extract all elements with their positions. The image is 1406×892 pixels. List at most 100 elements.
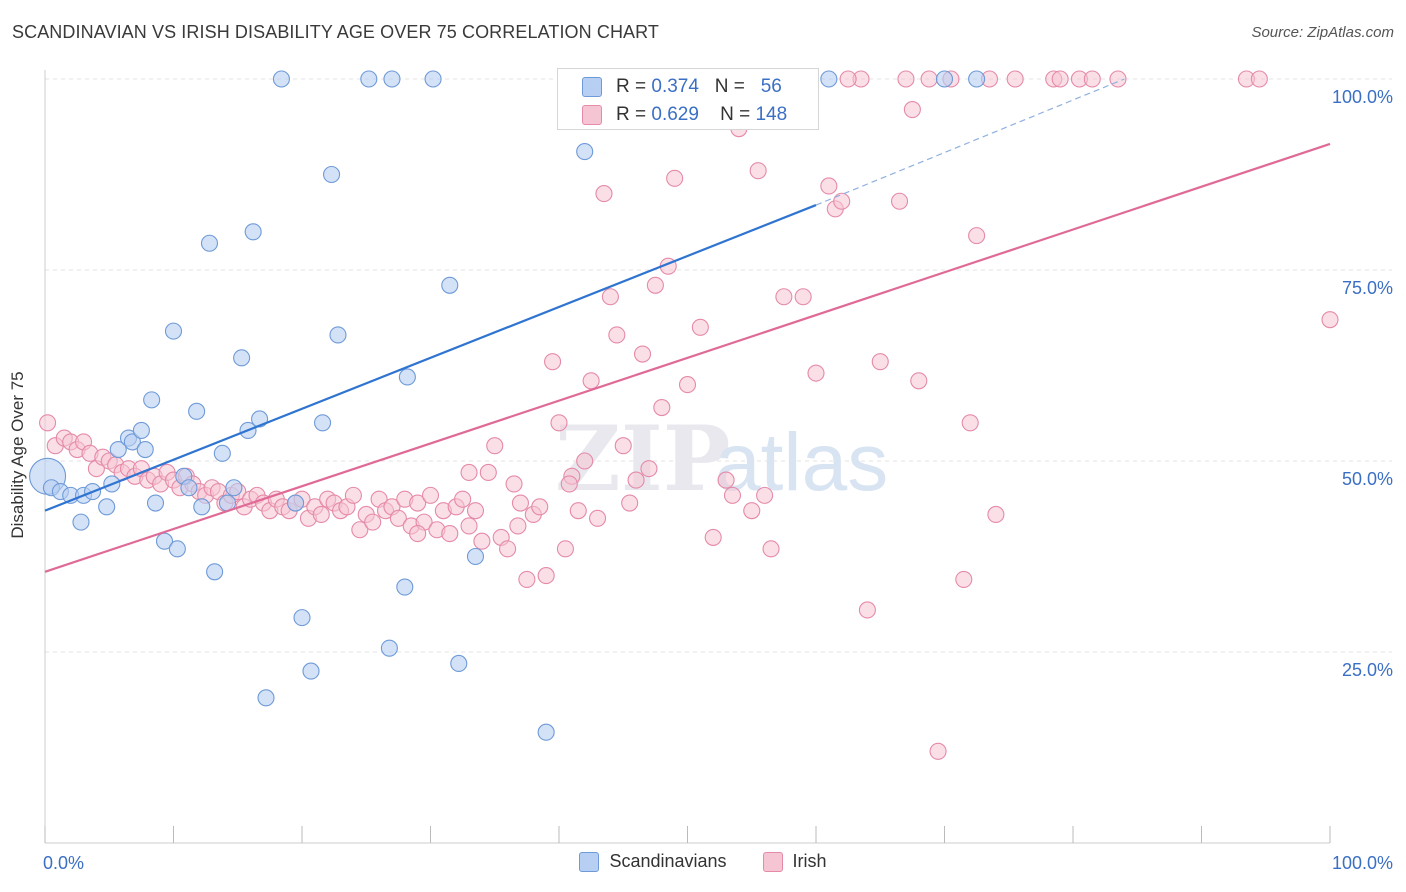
irish-point [344, 486, 362, 504]
scandinavian-point [188, 402, 206, 420]
y-tick-label: 75.0% [1342, 278, 1393, 298]
irish-point [858, 601, 876, 619]
irish-point [560, 475, 578, 493]
irish-point [454, 490, 472, 508]
irish-point [961, 414, 979, 432]
blue-swatch [579, 851, 600, 872]
scandinavian-point [537, 723, 555, 741]
irish-point [820, 177, 838, 195]
scandinavian-point [820, 70, 838, 88]
irish-point [717, 471, 735, 489]
scandinavian-point [132, 421, 150, 439]
scandinavian-point [180, 479, 198, 497]
chart-title: SCANDINAVIAN VS IRISH DISABILITY AGE OVE… [12, 22, 660, 42]
irish-point [839, 70, 857, 88]
irish-trend-line [44, 142, 1331, 573]
irish-point [312, 505, 330, 524]
irish-point [678, 376, 697, 394]
irish-point [775, 288, 793, 306]
irish-point [968, 227, 986, 245]
chart-source: Source: ZipAtlas.com [1251, 24, 1394, 41]
legend-item-scandinavians[interactable]: Scandinavians [579, 851, 727, 872]
irish-point [509, 517, 527, 535]
scandinavian-point [155, 532, 174, 550]
irish-point [479, 463, 497, 482]
irish-point [666, 169, 684, 187]
scandinavian-point [396, 578, 414, 596]
scandinavian-point [360, 70, 378, 88]
irish-point [39, 414, 57, 432]
irish-point [646, 276, 664, 294]
irish-point [486, 437, 504, 455]
irish-point [550, 414, 568, 432]
scandinavian-point [109, 440, 127, 459]
irish-point [1321, 311, 1339, 329]
irish-point [987, 505, 1005, 524]
irish-point [441, 525, 459, 543]
scandinavian-point [935, 70, 954, 88]
scandinavian-point [302, 662, 320, 680]
irish-point [421, 486, 440, 504]
irish-point [608, 326, 626, 344]
irish-point [576, 452, 594, 470]
scandinavian-point [383, 70, 401, 88]
scandinavian-point [424, 70, 442, 88]
irish-point [473, 532, 491, 550]
r-value-irish: 0.629 [651, 104, 699, 125]
y-tick-label: 100.0% [1332, 87, 1393, 107]
scandinavian-point [380, 639, 398, 657]
scandinavian-point [206, 563, 224, 581]
irish-point [871, 353, 889, 371]
scandinavian-point [314, 414, 332, 432]
irish-point [518, 570, 536, 588]
irish-point [640, 460, 658, 478]
irish-point [409, 494, 427, 512]
scandinavian-point [466, 547, 485, 566]
scandinavian-point [123, 433, 141, 451]
scandinavian-point [398, 368, 416, 386]
scandinavian-points [29, 70, 986, 741]
scandinavian-point [233, 349, 251, 367]
irish-point [1051, 70, 1069, 88]
irish-point [466, 502, 485, 520]
scandinavian-point [244, 223, 262, 241]
scandinavian-point [450, 654, 468, 673]
irish-point [511, 494, 530, 512]
scandinavian-point [168, 540, 186, 558]
irish-point [614, 437, 632, 455]
y-axis-label: Disability Age Over 75 [8, 371, 27, 539]
scandinavian-point [143, 391, 161, 409]
irish-point [633, 345, 652, 363]
irish-point [601, 288, 619, 306]
scandinavian-point [193, 498, 211, 516]
scandinavian-point [329, 326, 347, 344]
irish-point [556, 540, 574, 558]
scandinavian-point [225, 479, 243, 497]
watermark-atlas: atlas [715, 417, 888, 508]
legend-label-scandinavians: Scandinavians [609, 851, 727, 871]
irish-point [460, 517, 478, 535]
irish-point [910, 372, 928, 390]
scandinavian-point [213, 444, 231, 462]
tick-labels: 25.0% 50.0% 75.0% 100.0% 0.0% 100.0% [43, 87, 1393, 873]
irish-point [1083, 70, 1101, 88]
irish-point [409, 525, 427, 543]
scandinavian-point [287, 494, 305, 512]
irish-point [723, 486, 742, 504]
irish-point [955, 570, 973, 588]
x-tick-label: 0.0% [43, 853, 84, 873]
irish-point [621, 494, 639, 512]
scandinavian-point [293, 609, 311, 627]
stats-legend: R = 0.374 N = 56 R = 0.629 N = 148 [557, 68, 819, 130]
blue-swatch [582, 77, 602, 97]
irish-point [1250, 70, 1268, 88]
scandinavian-trend-line [44, 204, 817, 512]
scandinavian-point [576, 143, 594, 161]
scandinavian-point [98, 498, 116, 516]
legend: Scandinavians Irish [0, 851, 1406, 872]
r-label: R = [616, 104, 647, 125]
legend-item-irish[interactable]: Irish [762, 851, 827, 872]
scandinavian-point [257, 689, 275, 707]
